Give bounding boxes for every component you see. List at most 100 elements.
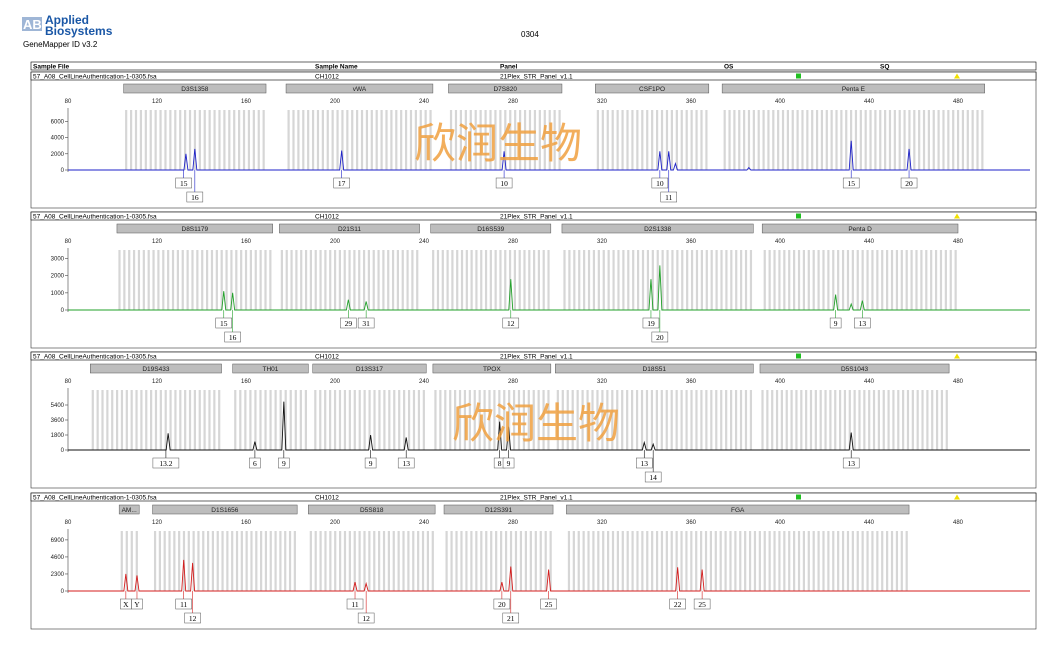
locus-label: Penta E	[842, 86, 866, 93]
allele-bin	[353, 390, 356, 450]
applied-biosystems-logo: AB Applied Biosystems	[22, 13, 113, 38]
locus-bar[interactable]	[116, 223, 273, 234]
allele-call-label: 16	[191, 193, 199, 202]
allele-bin	[902, 390, 905, 450]
locus-bar[interactable]	[566, 504, 910, 515]
allele-bin	[284, 390, 287, 450]
locus-bar[interactable]	[308, 504, 436, 515]
allele-call-box[interactable]	[495, 177, 513, 189]
allele-call-box[interactable]	[651, 177, 669, 189]
allele-bin	[897, 390, 900, 450]
allele-call-box[interactable]	[651, 331, 669, 343]
allele-bin	[680, 390, 683, 450]
locus-bar[interactable]	[432, 363, 552, 374]
allele-bin	[341, 110, 344, 170]
locus-bar[interactable]	[448, 83, 563, 94]
allele-call-box[interactable]	[333, 177, 350, 189]
allele-call-box[interactable]	[669, 598, 686, 610]
sq-status-indicator	[954, 494, 960, 500]
allele-call-box[interactable]	[854, 317, 871, 329]
locus-bar[interactable]	[152, 504, 298, 515]
allele-call-box[interactable]	[175, 598, 192, 610]
locus-bar[interactable]	[443, 504, 554, 515]
allele-bin	[926, 390, 929, 450]
allele-call-box[interactable]	[340, 317, 357, 329]
allele-call-box[interactable]	[502, 317, 520, 329]
allele-bin	[480, 531, 483, 591]
allele-call-box[interactable]	[224, 331, 241, 343]
allele-call-box[interactable]	[357, 612, 375, 624]
allele-bin	[436, 250, 440, 310]
locus-bar[interactable]	[721, 83, 985, 94]
allele-call-box[interactable]	[186, 191, 204, 203]
allele-call-box[interactable]	[644, 471, 662, 483]
allele-bin	[184, 390, 187, 450]
allele-bin	[367, 250, 370, 310]
allele-bin	[543, 110, 546, 170]
allele-bin	[719, 531, 722, 591]
locus-bar[interactable]	[123, 83, 267, 94]
allele-call-box[interactable]	[364, 457, 377, 469]
allele-call-box[interactable]	[278, 457, 290, 469]
allele-call-box[interactable]	[829, 317, 842, 329]
allele-call-box[interactable]	[842, 177, 860, 189]
allele-bin	[832, 531, 835, 591]
allele-bin	[158, 531, 161, 591]
allele-bin	[302, 110, 305, 170]
allele-call-box[interactable]	[131, 598, 143, 610]
allele-call-box[interactable]	[502, 457, 515, 469]
allele-call-box[interactable]	[693, 598, 711, 610]
locus-bar[interactable]	[761, 223, 959, 234]
allele-bin	[921, 390, 924, 450]
allele-call-label: 20	[656, 333, 664, 342]
allele-call-box[interactable]	[152, 457, 180, 469]
allele-call-box[interactable]	[249, 457, 261, 469]
locus-bar[interactable]	[430, 223, 552, 234]
allele-call-label: 13.2	[159, 459, 172, 468]
allele-call-box[interactable]	[502, 612, 520, 624]
allele-call-box[interactable]	[636, 457, 653, 469]
allele-bin	[171, 250, 175, 310]
locus-bar[interactable]	[118, 504, 140, 515]
allele-bin	[259, 250, 262, 310]
locus-bar[interactable]	[595, 83, 710, 94]
allele-call-box[interactable]	[397, 457, 415, 469]
allele-call-box[interactable]	[900, 177, 918, 189]
allele-bin	[748, 531, 752, 591]
allele-call-box[interactable]	[493, 598, 511, 610]
allele-call-box[interactable]	[346, 598, 364, 610]
locus-bar[interactable]	[555, 363, 754, 374]
allele-bin	[297, 110, 300, 170]
allele-bin	[747, 110, 751, 170]
allele-call-box[interactable]	[842, 457, 860, 469]
allele-call-box[interactable]	[642, 317, 660, 329]
allele-bin	[651, 250, 654, 310]
allele-bin	[744, 390, 748, 450]
allele-bin	[522, 390, 526, 450]
allele-bin	[900, 250, 903, 310]
allele-bin	[822, 250, 825, 310]
sq-status-indicator	[954, 353, 960, 359]
allele-bin	[888, 110, 892, 170]
allele-call-box[interactable]	[357, 317, 375, 329]
allele-call-box[interactable]	[215, 317, 232, 329]
allele-call-box[interactable]	[184, 612, 201, 624]
locus-bar[interactable]	[759, 363, 950, 374]
allele-bin	[723, 110, 726, 170]
allele-bin	[710, 390, 713, 450]
allele-call-box[interactable]	[540, 598, 557, 610]
locus-bar[interactable]	[279, 223, 420, 234]
locus-bar[interactable]	[285, 83, 434, 94]
allele-call-box[interactable]	[175, 177, 192, 189]
allele-bin	[198, 110, 201, 170]
allele-bin	[331, 110, 334, 170]
locus-bar[interactable]	[312, 363, 427, 374]
allele-bin	[660, 390, 663, 450]
allele-bin	[819, 390, 822, 450]
allele-call-label: 9	[369, 459, 373, 468]
allele-bin	[205, 250, 209, 310]
locus-bar[interactable]	[90, 363, 222, 374]
locus-bar[interactable]	[561, 223, 754, 234]
locus-bar[interactable]	[232, 363, 309, 374]
allele-call-box[interactable]	[660, 191, 677, 203]
